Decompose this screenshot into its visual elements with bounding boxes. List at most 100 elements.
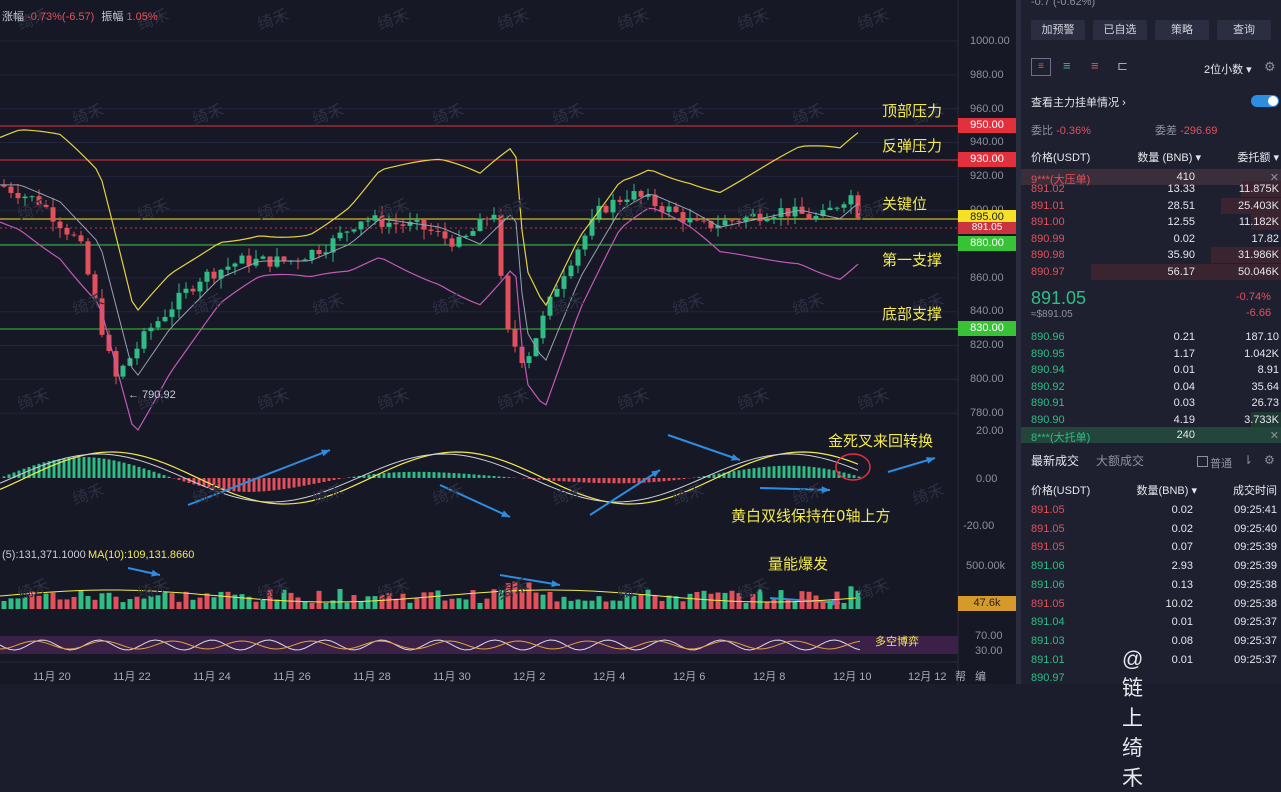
macd-bar <box>408 472 411 478</box>
close-icon[interactable]: ✕ <box>1270 429 1279 442</box>
macd-bar <box>593 478 596 483</box>
big-bid-label: 8***(大托单) <box>1031 429 1090 445</box>
row-price: 890.90 <box>1031 414 1065 426</box>
ratio-label: 委比 <box>1031 125 1053 137</box>
row-qty: 13.33 <box>1135 183 1195 195</box>
price-axis-label: 840.00 <box>970 305 1004 317</box>
book-mode-asks-icon[interactable]: ≡ <box>1091 58 1099 73</box>
chart-area[interactable]: 绮禾绮禾绮禾绮禾绮禾绮禾绮禾绮禾绮禾绮禾绮禾绮禾绮禾绮禾绮禾绮禾绮禾绮禾绮禾绮禾… <box>0 0 1016 684</box>
macd-bar <box>418 472 421 478</box>
normal-checkbox[interactable] <box>1197 456 1208 467</box>
candle-body <box>681 212 686 222</box>
watermark-tile: 绮禾 <box>550 481 586 509</box>
candle-body <box>674 206 679 212</box>
book-header-qty[interactable]: 数量 (BNB) ▾ <box>1121 149 1201 165</box>
add-alert-button[interactable]: 加预警 <box>1031 20 1085 40</box>
book-mode-bids-icon[interactable]: ≡ <box>1063 58 1071 73</box>
main-orders-link[interactable]: 查看主力挂单情况 › <box>1031 94 1126 110</box>
candle-body <box>240 256 245 264</box>
row-price: 890.94 <box>1031 364 1065 376</box>
candle-body <box>401 224 406 226</box>
candle-body <box>513 329 518 346</box>
macd-bar <box>583 478 586 482</box>
macd-bar <box>748 469 751 478</box>
candle-body <box>317 250 322 254</box>
book-mode-both-icon[interactable]: ≡ <box>1031 58 1051 76</box>
trade-qty: 2.93 <box>1139 560 1193 572</box>
volume-bar <box>415 598 420 609</box>
row-qty: 0.21 <box>1135 331 1195 343</box>
macd-bar <box>433 472 436 478</box>
macd-bar <box>3 476 6 478</box>
anno-golden-death-cross: 金死叉来回转换 <box>828 430 933 451</box>
candle-body <box>149 328 154 331</box>
tab-latest-trades[interactable]: 最新成交 <box>1031 452 1079 469</box>
time-axis-label: 12月 2 <box>513 668 545 684</box>
candle-body <box>849 195 854 204</box>
volume-bar <box>345 603 350 609</box>
osc-axis-label: 30.00 <box>975 645 1003 657</box>
ratio-value: -0.36% <box>1056 125 1091 137</box>
volume-bar <box>653 596 658 609</box>
normal-label: 普通 <box>1210 455 1232 471</box>
candle-body <box>583 236 588 250</box>
book-expand-icon[interactable]: ⊏ <box>1117 58 1128 74</box>
trade-header-qty[interactable]: 数量(BNB) ▾ <box>1127 482 1197 498</box>
time-axis-label: 11月 24 <box>193 668 231 684</box>
volume-bar <box>2 601 7 609</box>
strategy-button[interactable]: 策略 <box>1155 20 1209 40</box>
macd-dea-line <box>0 452 858 504</box>
volume-bar <box>604 602 609 609</box>
kline-chart[interactable]: 绮禾绮禾绮禾绮禾绮禾绮禾绮禾绮禾绮禾绮禾绮禾绮禾绮禾绮禾绮禾绮禾绮禾绮禾绮禾绮禾… <box>0 0 1016 684</box>
settings-icon[interactable]: ⚙ <box>1264 453 1275 467</box>
row-qty: 0.04 <box>1135 381 1195 393</box>
volume-bar <box>422 592 427 609</box>
candle-body <box>632 191 637 200</box>
volume-bar <box>373 596 378 609</box>
macd-bar <box>613 478 616 483</box>
macd-bar <box>108 459 111 478</box>
candle-body <box>555 289 560 297</box>
candle-body <box>618 200 623 202</box>
precision-select[interactable]: 2位小数 ▾ <box>1204 61 1252 77</box>
settings-icon[interactable]: ⚙ <box>1264 59 1276 75</box>
corner-label-1: 帮 <box>955 668 966 684</box>
macd-bar <box>263 478 266 491</box>
macd-bar <box>818 468 821 478</box>
volume-bar <box>303 602 308 609</box>
volume-bar <box>100 593 105 609</box>
candle-body <box>121 366 126 377</box>
book-header-amount[interactable]: 委托额 ▾ <box>1237 149 1279 165</box>
big-bid-row[interactable]: 8***(大托单) 240 ✕ <box>1021 427 1281 443</box>
tab-large-trades[interactable]: 大额成交 <box>1096 452 1144 469</box>
diff-value: -296.69 <box>1180 125 1217 137</box>
query-button[interactable]: 查询 <box>1217 20 1271 40</box>
corner-label-2: 编 <box>975 668 986 684</box>
main-orders-toggle[interactable] <box>1251 95 1279 107</box>
watchlist-button[interactable]: 已自选 <box>1093 20 1147 40</box>
macd-bar <box>608 478 611 483</box>
volume-bar <box>121 602 126 609</box>
row-qty: 28.51 <box>1135 200 1195 212</box>
volume-bar <box>555 601 560 609</box>
filter-icon[interactable]: ⇂ <box>1243 453 1253 467</box>
watermark-tile: 绮禾 <box>735 6 771 34</box>
candle-body <box>415 220 420 222</box>
macd-bar <box>398 472 401 478</box>
volume-bar <box>366 596 371 609</box>
